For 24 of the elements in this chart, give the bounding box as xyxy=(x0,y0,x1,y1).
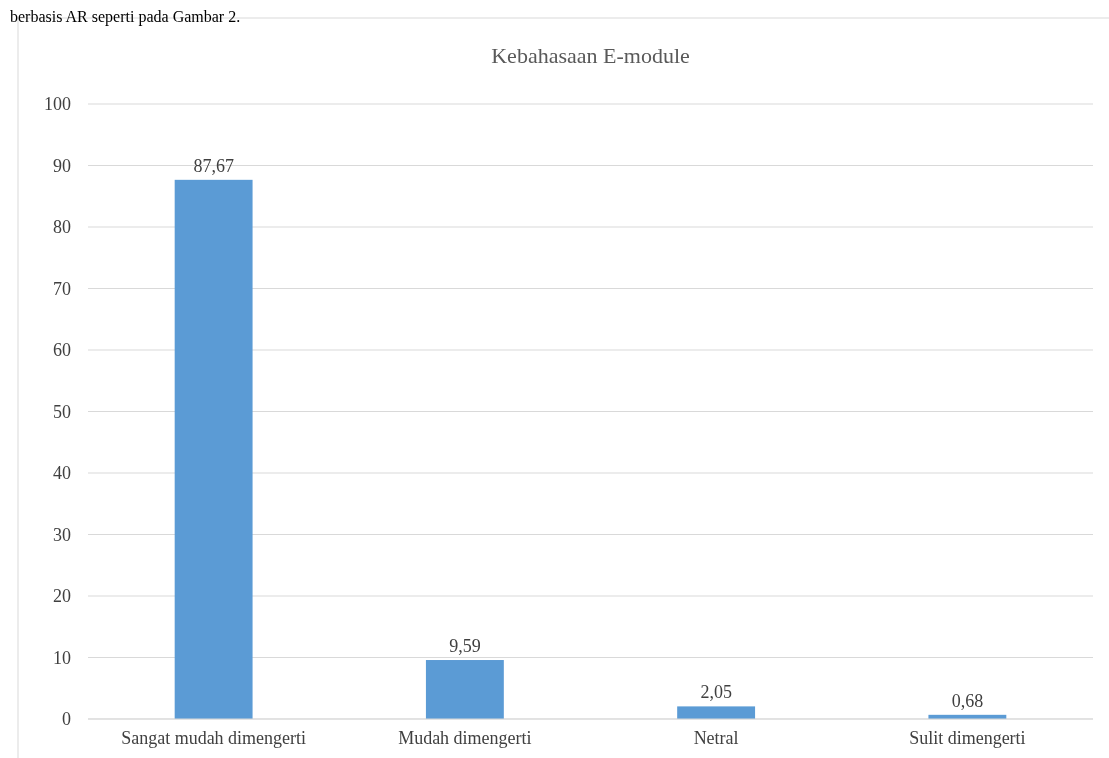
x-tick-label: Netral xyxy=(693,728,739,748)
bar xyxy=(174,179,253,719)
y-tick-label: 80 xyxy=(53,217,71,237)
x-tick-label: Mudah dimengerti xyxy=(398,728,532,748)
y-tick-label: 30 xyxy=(53,524,71,545)
y-tick-label: 90 xyxy=(53,155,71,176)
y-tick-label: 60 xyxy=(53,340,71,360)
x-tick-label: Sulit dimengerti xyxy=(909,728,1026,748)
data-label: 0,68 xyxy=(951,690,984,711)
y-tick-label: 50 xyxy=(53,401,71,422)
bar xyxy=(425,660,504,719)
text: berbasis AR seperti pada Gambar 2. xyxy=(10,8,241,26)
y-tick-label: 40 xyxy=(53,463,71,483)
bar xyxy=(677,706,756,719)
chart-title: Kebahasaan E-module xyxy=(491,43,690,68)
data-label: 9,59 xyxy=(449,636,481,657)
x-tick-label: Sangat mudah dimengerti xyxy=(121,728,307,748)
y-tick-label: 10 xyxy=(53,647,71,668)
y-tick-label: 70 xyxy=(53,278,71,299)
y-tick-label: 20 xyxy=(53,586,71,606)
data-label: 2,05 xyxy=(700,682,732,703)
y-tick-label: 0 xyxy=(62,709,71,729)
data-label: 87,67 xyxy=(193,155,234,176)
y-tick-label: 100 xyxy=(44,94,71,114)
